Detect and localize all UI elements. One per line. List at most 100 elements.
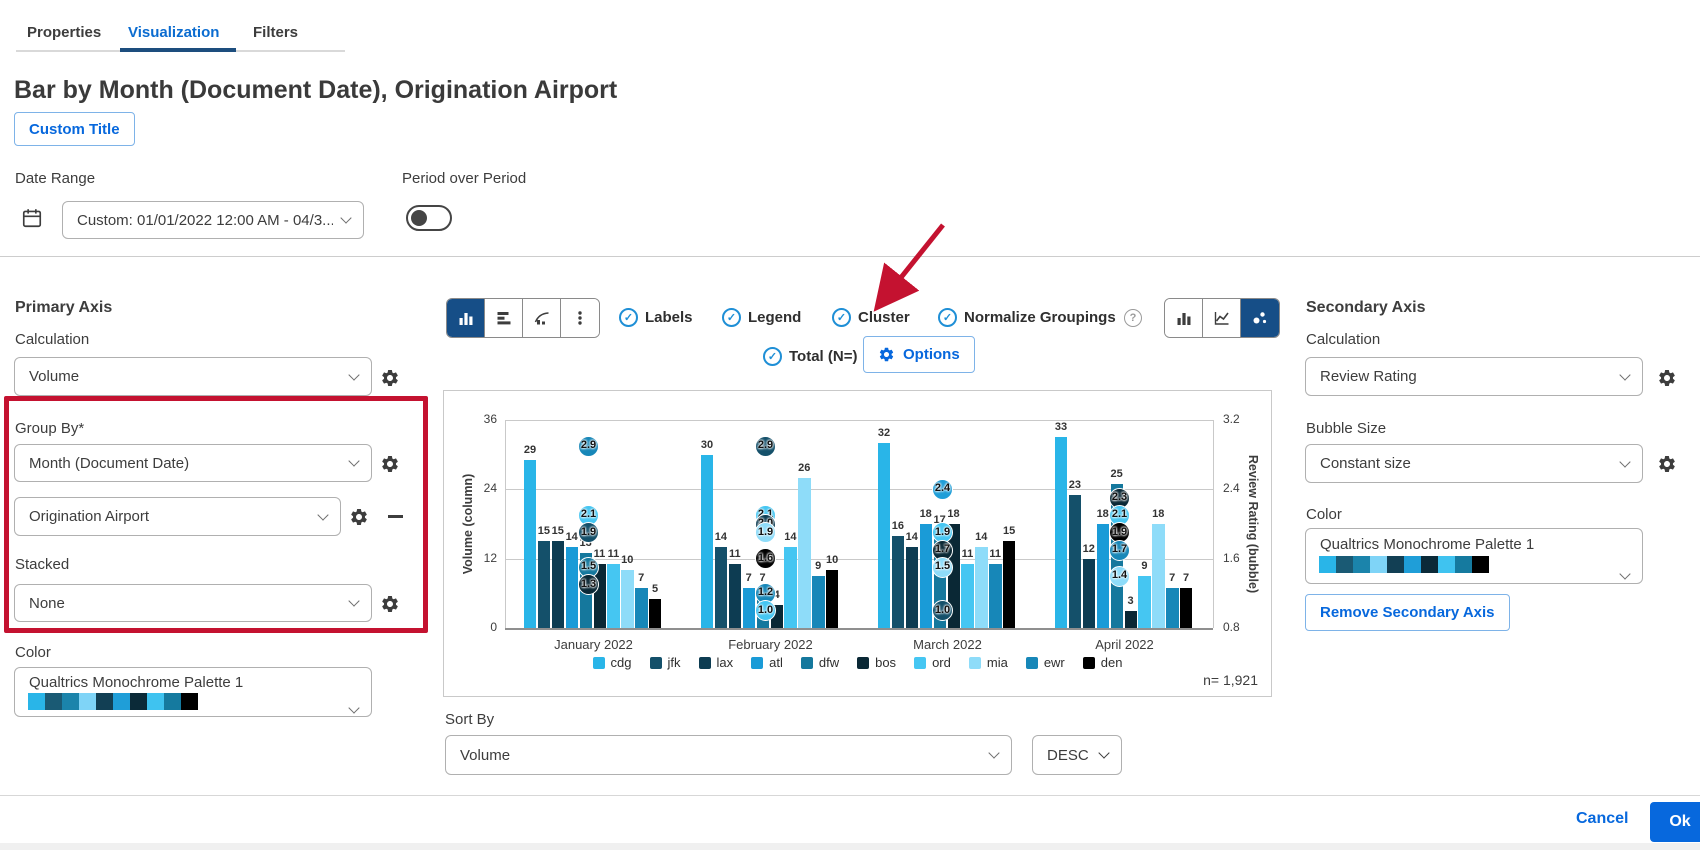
cancel-button[interactable]: Cancel [1576, 810, 1629, 827]
legend-item: ord [914, 655, 951, 670]
y-axis-right-title: Review Rating (bubble) [1246, 454, 1260, 594]
total-n-checkbox[interactable]: ✓ Total (N=) [763, 347, 857, 366]
more-chart-options-button[interactable] [561, 299, 599, 337]
labels-checkbox[interactable]: ✓ Labels [619, 308, 693, 327]
group-by-month-settings-gear-icon[interactable] [380, 454, 400, 474]
secondary-axis-heading: Secondary Axis [1306, 299, 1426, 316]
check-circle-icon: ✓ [763, 347, 782, 366]
period-over-period-toggle[interactable] [406, 205, 452, 231]
cluster-checkbox[interactable]: ✓ Cluster [832, 308, 910, 327]
bubble-chart-button[interactable] [1241, 299, 1279, 337]
tab-properties[interactable]: Properties [27, 24, 102, 41]
calculation-settings-gear-icon[interactable] [380, 368, 400, 388]
vertical-bar-chart-button[interactable] [447, 299, 485, 337]
legend-checkbox[interactable]: ✓ Legend [722, 308, 801, 327]
bubble-size-settings-gear-icon[interactable] [1657, 454, 1677, 474]
palette-swatch [28, 693, 45, 710]
palette-swatch [147, 693, 164, 710]
stacked-label: Stacked [15, 556, 70, 573]
legend-swatch [968, 656, 981, 669]
calculation-value: Volume [29, 368, 80, 385]
stacked-settings-gear-icon[interactable] [380, 594, 400, 614]
sort-by-label: Sort By [445, 711, 495, 728]
sort-by-select[interactable]: Volume [445, 735, 1012, 775]
chevron-down-icon [348, 595, 360, 607]
chevron-down-icon [1098, 747, 1110, 759]
cluster-checkbox-label: Cluster [858, 309, 910, 326]
legend-swatch [592, 656, 605, 669]
palette-swatch [45, 693, 62, 710]
annotation-arrow [873, 223, 945, 312]
palette-swatch [79, 693, 96, 710]
normalize-groupings-checkbox[interactable]: ✓ Normalize Groupings [938, 308, 1116, 327]
legend-item: lax [698, 655, 733, 670]
chevron-down-icon [1619, 455, 1631, 468]
pareto-chart-button[interactable] [523, 299, 561, 337]
chart-type-group-right [1164, 298, 1280, 338]
help-icon[interactable]: ? [1124, 309, 1142, 327]
legend-label: cdg [610, 655, 632, 670]
legend-swatch [698, 656, 711, 669]
legend-label: bos [875, 655, 897, 670]
group-by-month-select[interactable]: Month (Document Date) [14, 444, 372, 482]
custom-title-button[interactable]: Custom Title [14, 112, 135, 146]
date-range-value: Custom: 01/01/2022 12:00 AM - 04/3... [77, 211, 333, 229]
palette-swatch [1472, 556, 1489, 573]
secondary-palette-swatches [1319, 556, 1489, 573]
legend-item: atl [751, 655, 783, 670]
bar-chart-button[interactable] [1165, 299, 1203, 337]
chart-preview-card [443, 390, 1272, 697]
legend-label: jfk [667, 655, 681, 670]
palette-swatch [181, 693, 198, 710]
bubble-size-select[interactable]: Constant size [1305, 444, 1643, 483]
remove-secondary-axis-button[interactable]: Remove Secondary Axis [1305, 594, 1510, 631]
tab-visualization[interactable]: Visualization [128, 24, 220, 41]
bubble-size-label: Bubble Size [1306, 420, 1387, 437]
line-chart-button[interactable] [1203, 299, 1241, 337]
line-chart-icon [1214, 312, 1229, 325]
options-button[interactable]: Options [863, 336, 975, 373]
legend-item: mia [968, 655, 1008, 670]
palette-swatch [1455, 556, 1472, 573]
period-over-period-label: Period over Period [402, 170, 527, 187]
secondary-calculation-label: Calculation [1306, 331, 1381, 348]
secondary-calculation-value: Review Rating [1320, 368, 1417, 385]
active-tab-indicator [120, 48, 236, 52]
group-by-airport-value: Origination Airport [29, 508, 150, 525]
palette-swatch [1387, 556, 1404, 573]
chevron-down-icon [1619, 568, 1631, 580]
sort-direction-select[interactable]: DESC [1032, 735, 1122, 775]
group-by-airport-select[interactable]: Origination Airport [14, 497, 341, 536]
labels-checkbox-label: Labels [645, 309, 693, 326]
ok-button[interactable]: Ok [1650, 802, 1700, 842]
group-by-airport-settings-gear-icon[interactable] [349, 507, 369, 527]
secondary-calculation-select[interactable]: Review Rating [1305, 357, 1643, 396]
chevron-down-icon [317, 508, 329, 521]
legend-label: dfw [818, 655, 840, 670]
legend-swatch [649, 656, 662, 669]
legend-item: jfk [649, 655, 681, 670]
stacked-select[interactable]: None [14, 584, 372, 622]
calculation-select[interactable]: Volume [14, 357, 372, 396]
palette-swatch [113, 693, 130, 710]
chevron-down-icon [340, 212, 352, 224]
legend-label: ord [932, 655, 951, 670]
legend-swatch [1082, 656, 1095, 669]
gear-icon [878, 346, 895, 363]
page-title: Bar by Month (Document Date), Originatio… [14, 76, 618, 104]
remove-group-by-button[interactable] [388, 515, 403, 518]
horizontal-bar-chart-button[interactable] [485, 299, 523, 337]
secondary-calculation-settings-gear-icon[interactable] [1657, 368, 1677, 388]
legend-label: mia [986, 655, 1008, 670]
legend-item: den [1082, 655, 1123, 670]
toggle-knob [411, 210, 427, 226]
legend-swatch [1025, 656, 1038, 669]
primary-axis-heading: Primary Axis [15, 299, 113, 316]
legend-item: dfw [800, 655, 840, 670]
legend-label: den [1100, 655, 1123, 670]
legend-swatch [857, 656, 870, 669]
check-circle-icon: ✓ [832, 308, 851, 327]
calendar-icon[interactable] [21, 207, 43, 229]
date-range-select[interactable]: Custom: 01/01/2022 12:00 AM - 04/3... [62, 201, 364, 239]
tab-filters[interactable]: Filters [253, 24, 299, 41]
